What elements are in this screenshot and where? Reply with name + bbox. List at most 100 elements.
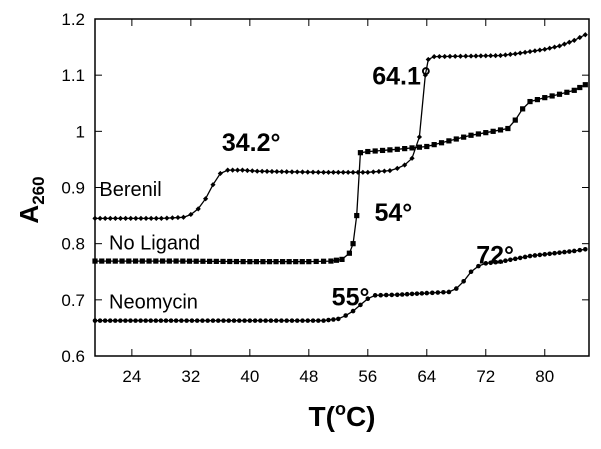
point-no-ligand-34 [320, 258, 327, 264]
point-berenil-28 [249, 168, 255, 174]
point-neomycin-45 [326, 317, 331, 323]
point-no-ligand-15 [193, 258, 199, 264]
point-no-ligand-22 [240, 258, 246, 265]
point-no-ligand-20 [227, 258, 233, 265]
point-no-ligand-43 [372, 148, 378, 154]
y-tick-label-5: 1.1 [61, 66, 85, 85]
point-no-ligand-36 [333, 257, 340, 263]
point-neomycin-68 [461, 278, 466, 284]
point-no-ligand-71 [577, 84, 583, 91]
point-berenil-35 [284, 169, 290, 175]
point-neomycin-7 [128, 318, 133, 323]
x-tick-label-6: 72 [476, 367, 495, 386]
x-tick-label-3: 48 [299, 367, 318, 386]
point-no-ligand-18 [213, 258, 219, 264]
point-neomycin-9 [138, 318, 143, 323]
point-neomycin-62 [424, 290, 430, 296]
point-no-ligand-50 [424, 143, 430, 150]
point-berenil-76 [502, 52, 509, 58]
point-neomycin-31 [252, 318, 258, 323]
point-berenil-19 [195, 206, 201, 212]
point-berenil-92 [582, 32, 588, 38]
y-tick-label-6: 1.2 [61, 10, 85, 29]
point-no-ligand-10 [159, 258, 166, 264]
point-no-ligand-44 [379, 147, 386, 154]
point-berenil-64 [442, 53, 448, 60]
point-neomycin-16 [173, 318, 179, 323]
point-no-ligand-40 [354, 212, 360, 219]
point-berenil-37 [294, 169, 300, 175]
point-no-ligand-17 [207, 258, 213, 264]
point-berenil-81 [527, 48, 533, 55]
series-label-berenil: Berenil [99, 179, 161, 201]
point-berenil-75 [497, 52, 504, 59]
point-neomycin-75 [503, 258, 508, 264]
point-no-ligand-4 [119, 258, 125, 264]
point-neomycin-34 [268, 318, 274, 323]
point-neomycin-39 [294, 318, 300, 323]
axis-ticks: 24 32 40 48 56 64 72 80 0.6 0.7 0.8 0.9 1 1.1 1.2 [61, 10, 589, 386]
point-no-ligand-19 [220, 258, 226, 265]
point-berenil-20 [202, 196, 209, 202]
point-berenil-13 [158, 215, 164, 221]
point-berenil-10 [143, 215, 149, 221]
point-berenil-53 [376, 168, 382, 175]
point-neomycin-41 [305, 318, 311, 323]
point-berenil-43 [325, 169, 332, 175]
point-neomycin-78 [517, 255, 523, 261]
point-berenil-5 [117, 215, 124, 221]
series-label-neomycin: Neomycin [109, 291, 198, 313]
point-neomycin-51 [365, 296, 371, 302]
x-axis-title-main: T( [309, 401, 336, 432]
point-neomycin-1 [97, 318, 103, 323]
point-berenil-29 [254, 168, 260, 174]
point-berenil-9 [138, 215, 144, 221]
point-neomycin-48 [343, 313, 348, 318]
x-tick-label-2: 40 [240, 367, 259, 386]
point-neomycin-53 [378, 292, 384, 298]
point-neomycin-30 [247, 318, 253, 323]
point-neomycin-50 [358, 302, 363, 308]
point-berenil-18 [188, 211, 194, 218]
point-berenil-26 [239, 167, 246, 173]
point-no-ligand-14 [186, 258, 193, 264]
point-berenil-71 [478, 53, 484, 59]
point-neomycin-52 [372, 293, 378, 298]
point-neomycin-32 [258, 318, 263, 323]
point-neomycin-37 [284, 318, 290, 323]
point-berenil-59 [416, 134, 423, 140]
point-berenil-21 [210, 182, 216, 188]
x-axis-title-end: C) [346, 401, 376, 432]
point-no-ligand-56 [468, 132, 474, 138]
point-no-ligand-72 [582, 82, 588, 88]
point-no-ligand-59 [490, 128, 496, 134]
point-neomycin-84 [547, 251, 552, 257]
x-tick-label-0: 24 [122, 367, 141, 386]
point-no-ligand-51 [431, 142, 437, 148]
point-berenil-38 [299, 169, 306, 175]
point-berenil-49 [355, 169, 361, 175]
point-berenil-14 [164, 215, 170, 221]
point-neomycin-89 [571, 248, 577, 254]
point-berenil-3 [107, 215, 113, 221]
point-berenil-66 [452, 53, 458, 59]
point-neomycin-57 [399, 292, 405, 297]
point-neomycin-47 [336, 316, 341, 322]
point-neomycin-27 [231, 318, 237, 323]
point-neomycin-74 [498, 259, 503, 264]
point-berenil-88 [561, 41, 568, 47]
point-neomycin-40 [300, 318, 305, 323]
series-layer [92, 32, 588, 323]
point-neomycin-58 [404, 291, 410, 297]
point-berenil-44 [330, 169, 336, 175]
point-berenil-48 [350, 169, 356, 175]
point-berenil-84 [542, 46, 548, 52]
point-no-ligand-41 [357, 150, 364, 156]
point-neomycin-61 [419, 291, 425, 296]
point-berenil-83 [537, 47, 543, 53]
point-no-ligand-37 [339, 256, 345, 262]
point-no-ligand-53 [446, 138, 452, 144]
point-berenil-62 [431, 54, 437, 60]
point-no-ligand-9 [153, 258, 159, 264]
point-no-ligand-11 [166, 258, 172, 264]
